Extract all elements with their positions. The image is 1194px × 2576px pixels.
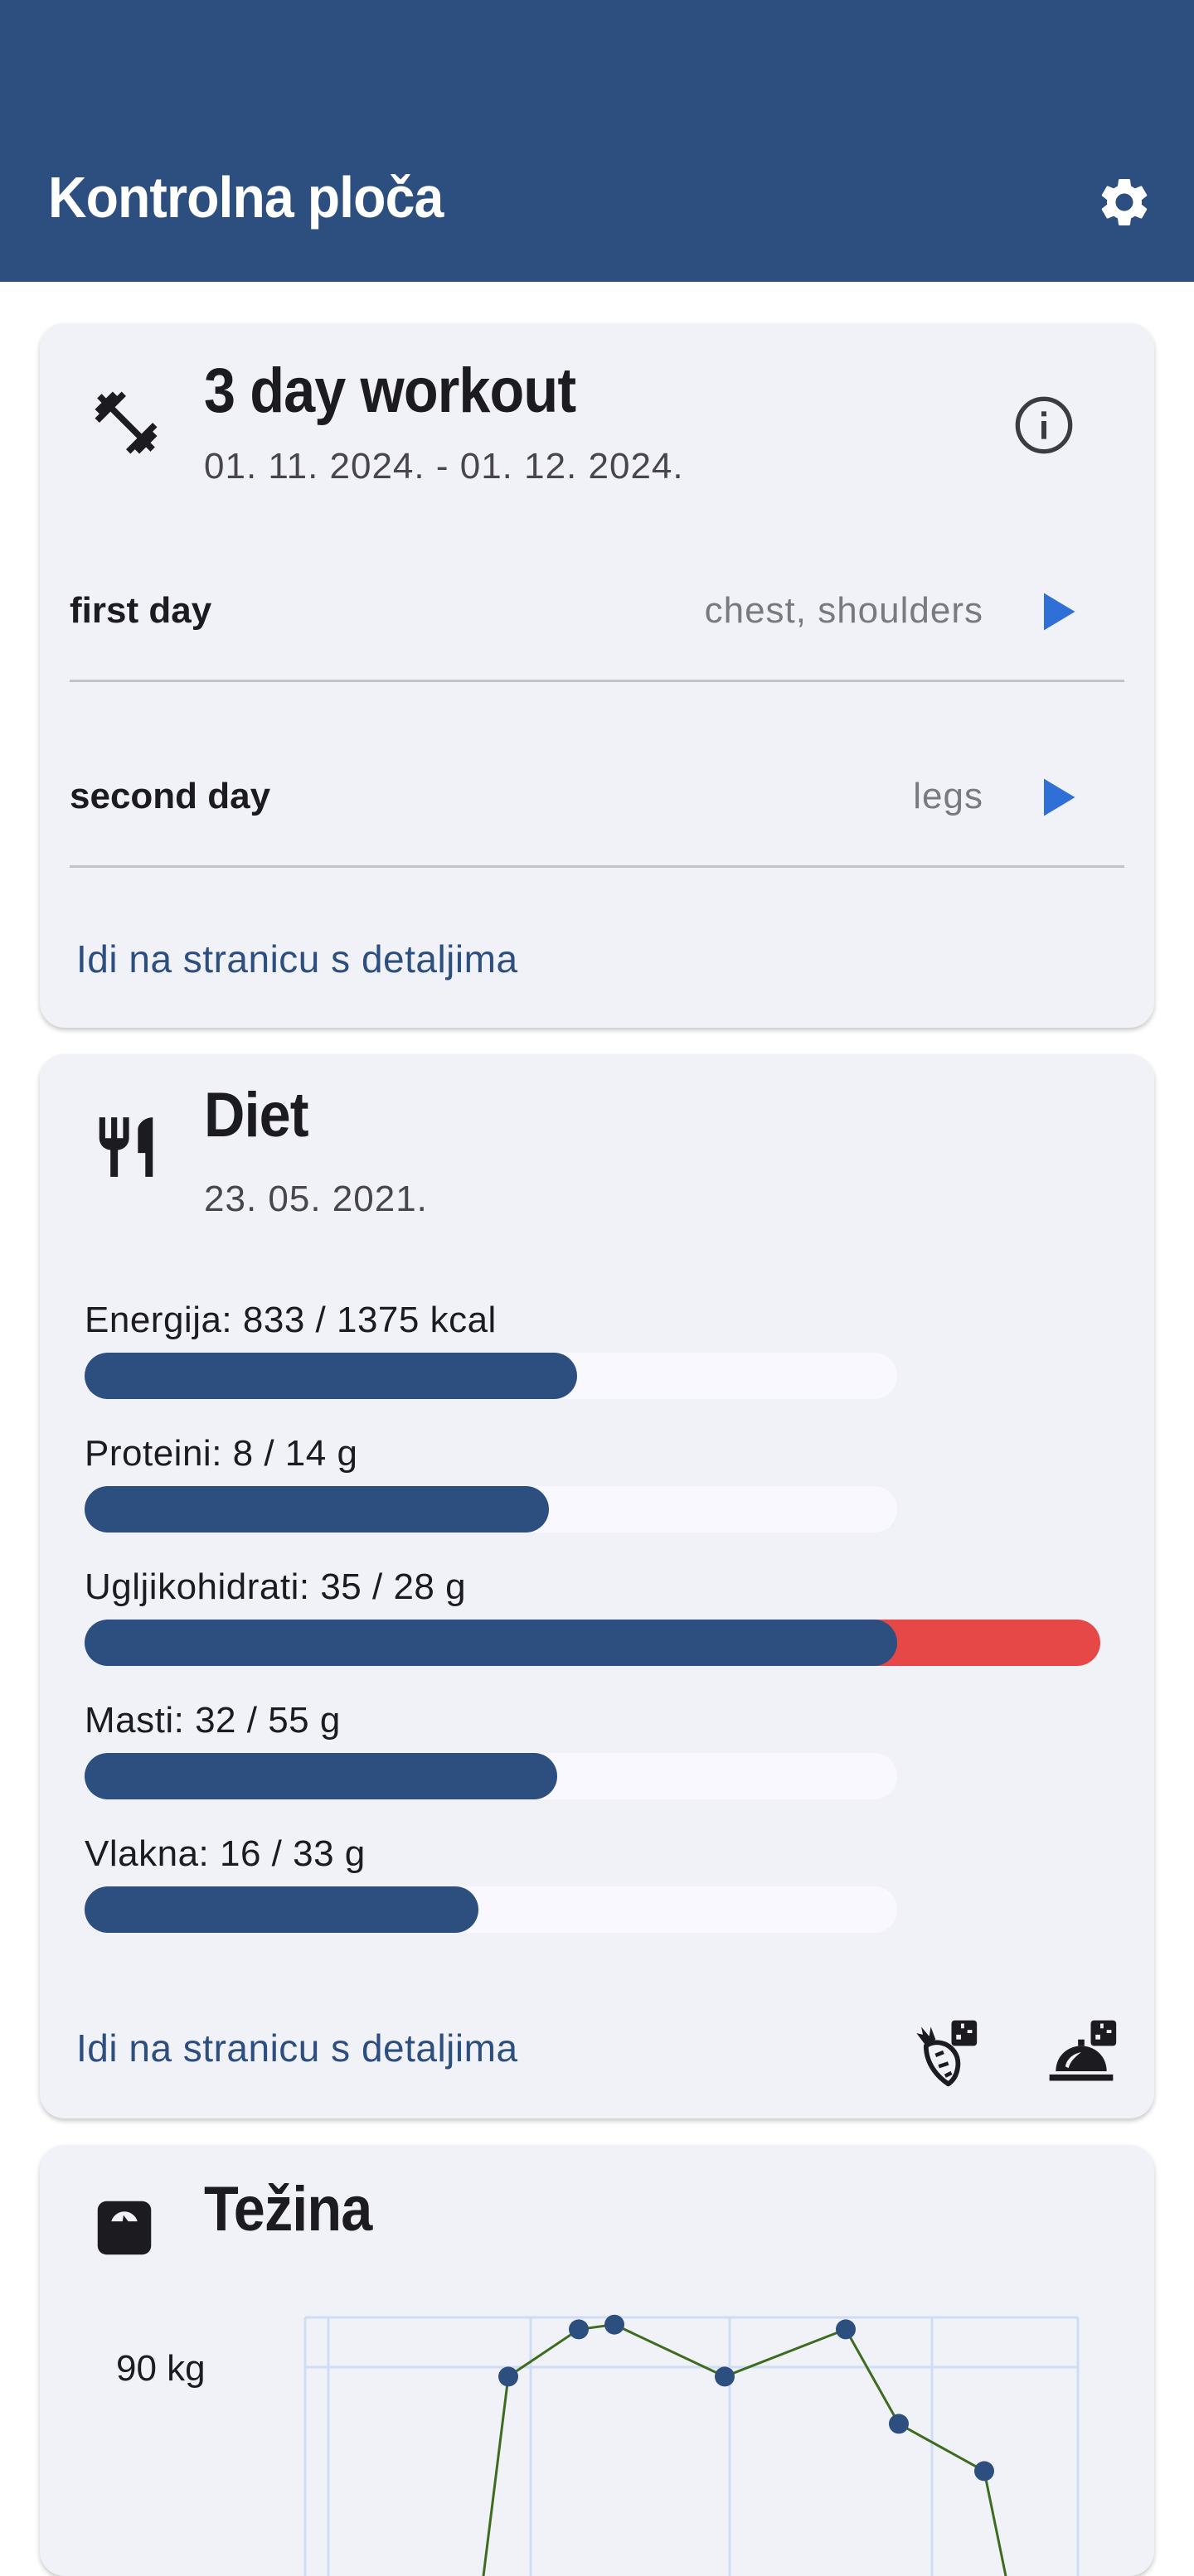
nutrient-label: Ugljikohidrati: 35 / 28 g <box>85 1566 467 1607</box>
nutrient-label: Proteini: 8 / 14 g <box>85 1433 358 1474</box>
weight-point <box>604 2314 624 2335</box>
nutrient-label: Masti: 32 / 55 g <box>85 1700 341 1741</box>
nutrient-progress-bar <box>85 1886 897 1933</box>
restaurant-icon <box>85 1106 167 1189</box>
gear-icon <box>1101 178 1148 225</box>
room-service-icon <box>1049 2020 1117 2081</box>
workout-day-row[interactable]: second day legs <box>70 706 1124 892</box>
diet-date: 23. 05. 2021. <box>204 1179 428 1219</box>
workout-details-link[interactable]: Idi na stranicu s detaljima <box>76 937 518 981</box>
nutrient-progress-fill <box>85 1620 897 1666</box>
diet-card: Diet 23. 05. 2021. Energija: 833 / 1375 … <box>40 1054 1154 2118</box>
workout-card: 3 day workout 01. 11. 2024. - 01. 12. 20… <box>40 323 1154 1028</box>
app-bar: Kontrolna ploča <box>0 0 1194 282</box>
y-tick-label: 90 kg <box>116 2348 206 2389</box>
info-icon <box>1015 396 1073 454</box>
diet-details-link[interactable]: Idi na stranicu s detaljima <box>76 2026 518 2070</box>
nutrient-label: Energija: 833 / 1375 kcal <box>85 1300 497 1340</box>
weight-point <box>715 2366 735 2387</box>
weight-chart: 90 kg <box>116 2314 1080 2576</box>
nutrient-overflow-fill <box>874 1620 1100 1666</box>
day-name: first day <box>70 590 212 631</box>
weight-point <box>889 2414 909 2434</box>
nutrient-progress-fill <box>85 1753 557 1799</box>
divider <box>70 680 1124 682</box>
nutrient-label: Vlakna: 16 / 33 g <box>85 1833 366 1874</box>
nutrient-progress-bar <box>85 1353 897 1399</box>
workout-title: 3 day workout <box>204 356 576 426</box>
weight-point <box>974 2461 994 2482</box>
weight-point <box>569 2319 589 2340</box>
weight-title: Težina <box>204 2174 372 2244</box>
day-muscles: chest, shoulders <box>704 590 983 631</box>
weight-point <box>498 2366 518 2387</box>
add-meal-button[interactable] <box>1040 2011 1123 2094</box>
nutrient-progress-fill <box>85 1886 478 1933</box>
info-button[interactable] <box>1008 390 1080 461</box>
carrot-icon <box>916 2020 978 2087</box>
nutrient-progress-bar <box>85 1753 897 1799</box>
workout-dates: 01. 11. 2024. - 01. 12. 2024. <box>204 446 684 487</box>
add-food-button[interactable] <box>900 2011 983 2094</box>
nutrient-progress-fill <box>85 1486 549 1533</box>
dumbbell-icon <box>85 381 167 464</box>
nutrient-progress-bar <box>85 1486 897 1533</box>
page-title: Kontrolna ploča <box>48 165 444 230</box>
play-icon[interactable] <box>1031 772 1081 822</box>
weight-point <box>836 2319 856 2340</box>
weight-card: Težina 90 kg <box>40 2145 1154 2576</box>
weight-line <box>482 2323 1007 2576</box>
scale-icon <box>83 2186 166 2269</box>
nutrient-progress-bar <box>85 1620 1100 1666</box>
diet-title: Diet <box>204 1080 309 1150</box>
settings-button[interactable] <box>1093 171 1156 234</box>
day-muscles: legs <box>913 776 983 816</box>
play-icon[interactable] <box>1031 587 1081 637</box>
workout-day-row[interactable]: first day chest, shoulders <box>70 521 1124 706</box>
divider <box>70 865 1124 868</box>
nutrient-progress-fill <box>85 1353 577 1399</box>
day-name: second day <box>70 776 271 816</box>
